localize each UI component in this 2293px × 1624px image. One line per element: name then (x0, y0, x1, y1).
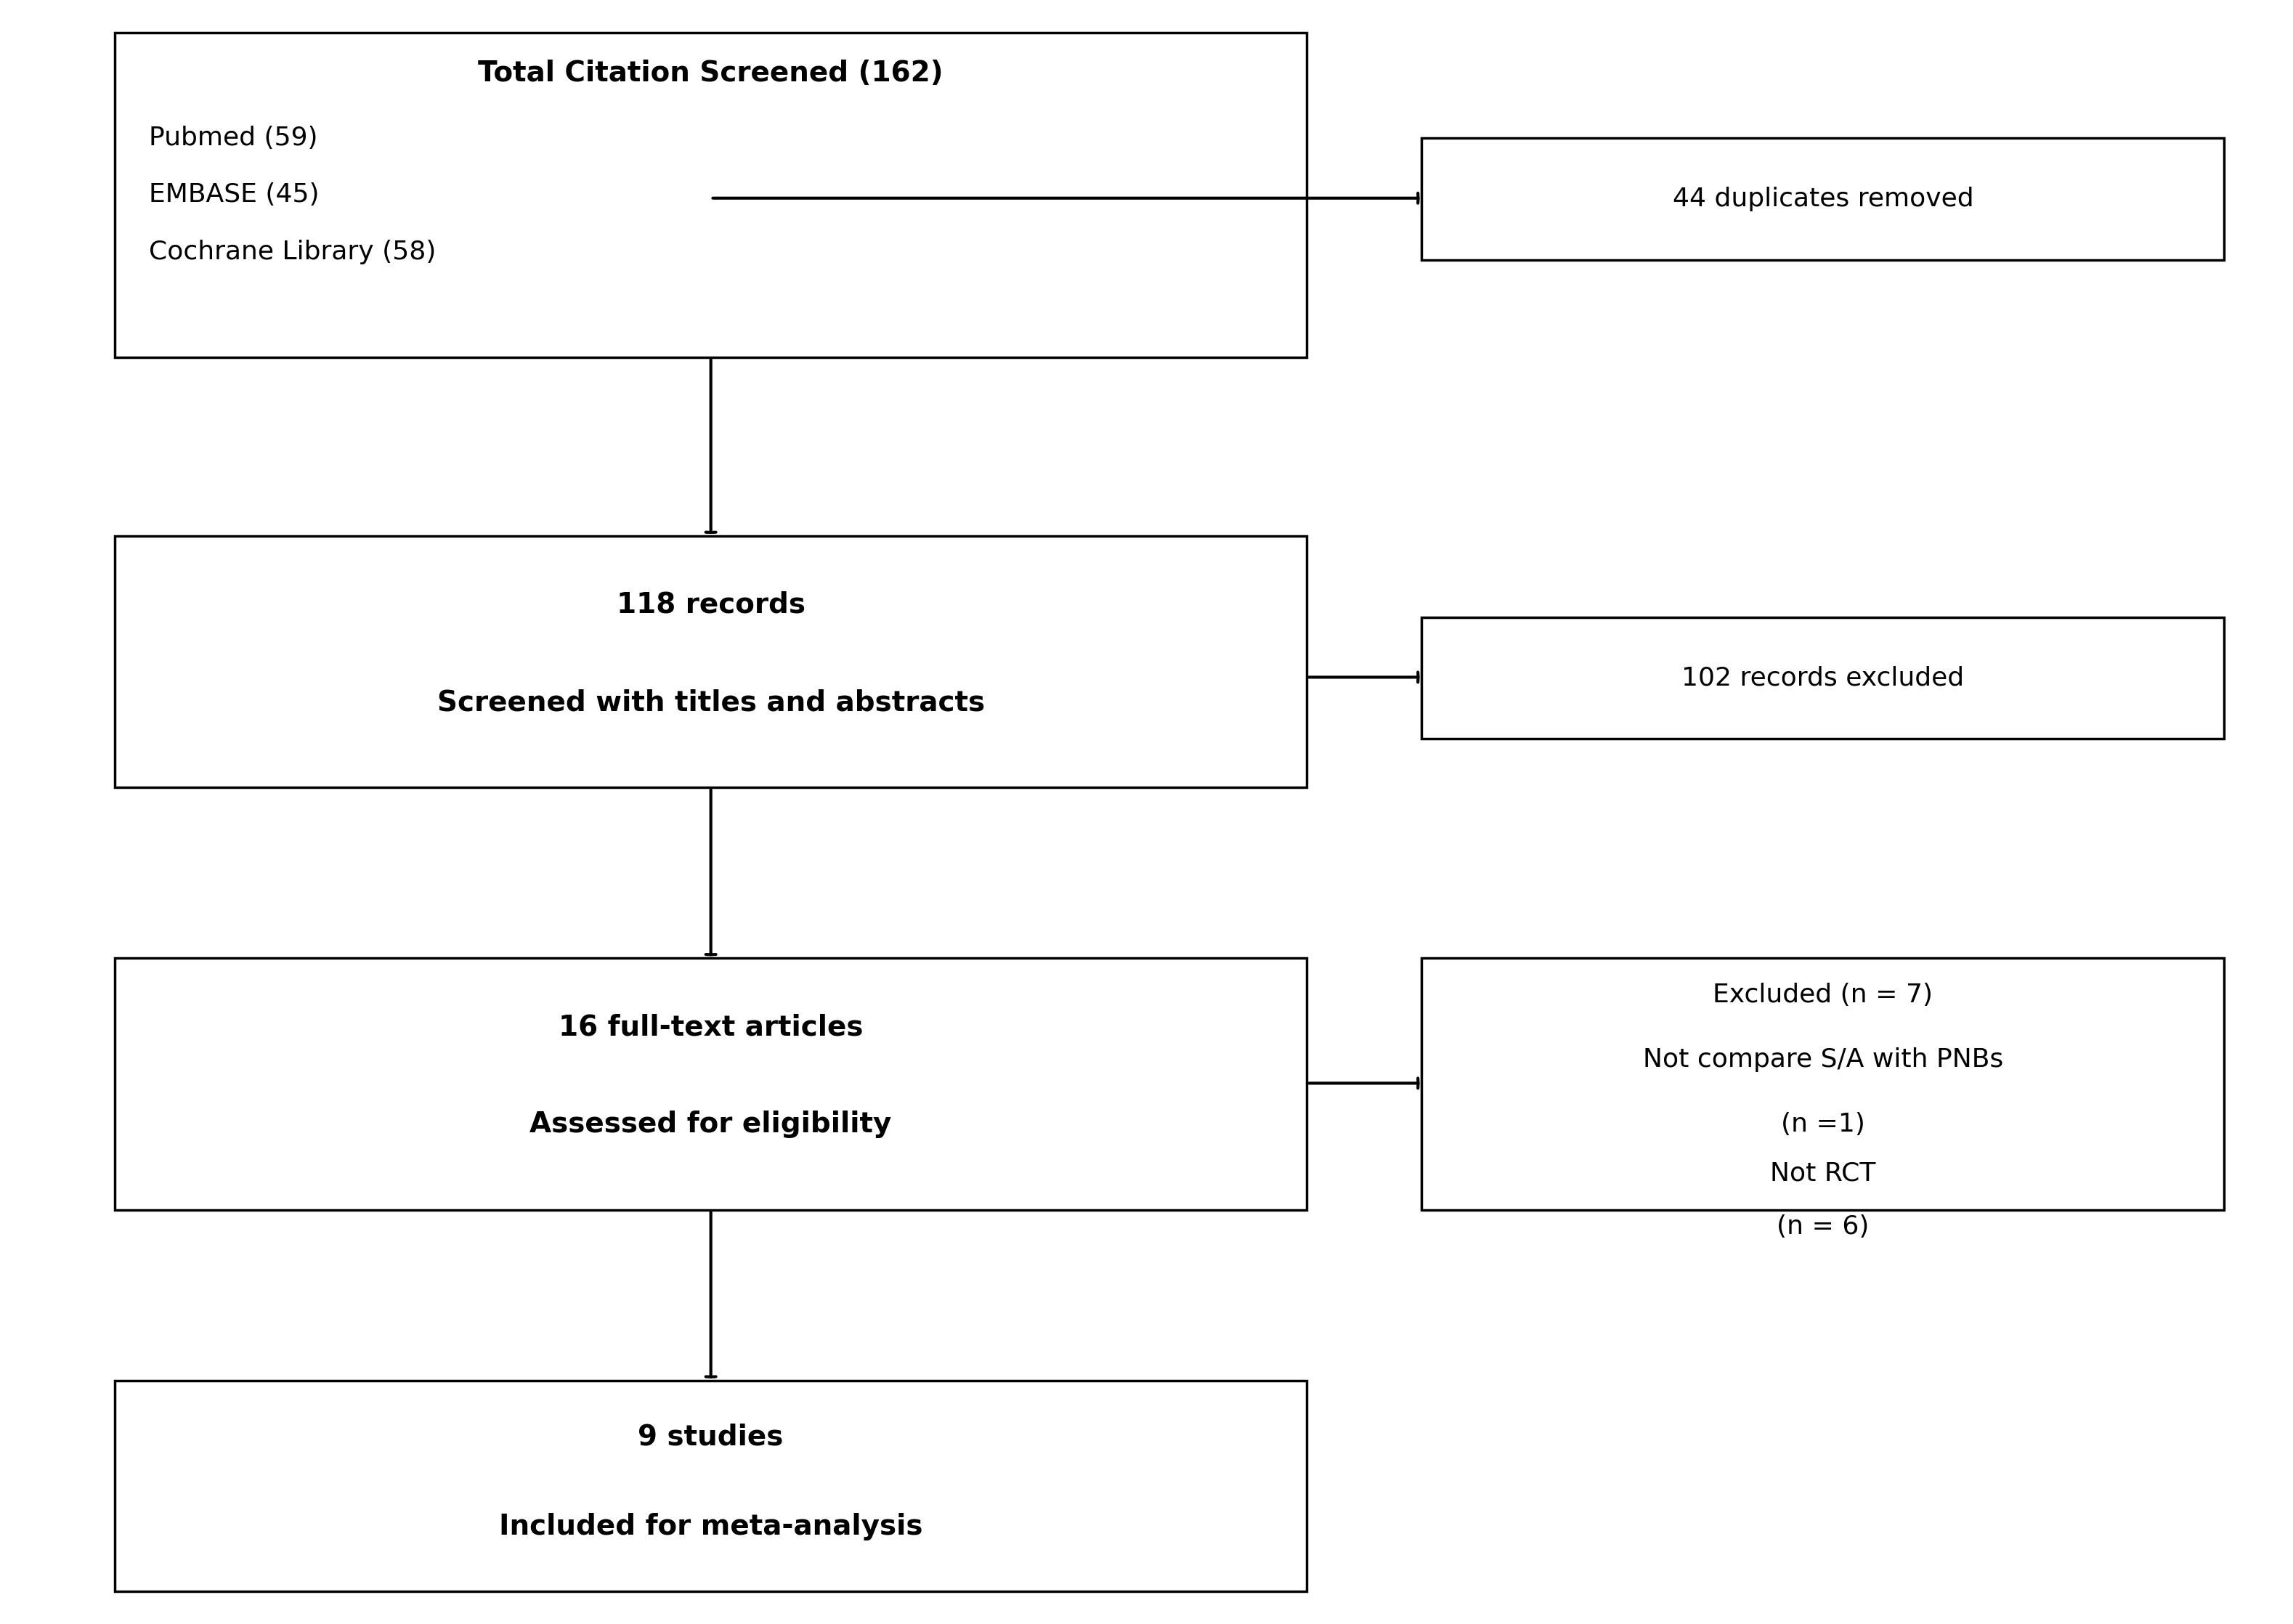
Text: Screened with titles and abstracts: Screened with titles and abstracts (438, 689, 984, 716)
Text: EMBASE (45): EMBASE (45) (149, 182, 319, 208)
FancyBboxPatch shape (1422, 617, 2224, 739)
Text: 44 duplicates removed: 44 duplicates removed (1672, 187, 1974, 211)
Text: 16 full-text articles: 16 full-text articles (559, 1013, 862, 1041)
Text: Total Citation Screened (162): Total Citation Screened (162) (479, 60, 942, 86)
FancyBboxPatch shape (115, 958, 1307, 1210)
Text: 118 records: 118 records (617, 591, 805, 619)
FancyBboxPatch shape (1422, 958, 2224, 1210)
Text: Included for meta-analysis: Included for meta-analysis (500, 1514, 922, 1540)
Text: Not compare S/A with PNBs: Not compare S/A with PNBs (1642, 1047, 2004, 1072)
Text: Assessed for eligibility: Assessed for eligibility (530, 1111, 892, 1138)
FancyBboxPatch shape (1422, 138, 2224, 260)
FancyBboxPatch shape (115, 536, 1307, 788)
Text: 102 records excluded: 102 records excluded (1681, 666, 1965, 690)
Text: Excluded (n = 7): Excluded (n = 7) (1713, 983, 1933, 1007)
FancyBboxPatch shape (115, 1380, 1307, 1592)
Text: Not RCT: Not RCT (1770, 1161, 1876, 1186)
Text: (n = 6): (n = 6) (1777, 1215, 1869, 1239)
FancyBboxPatch shape (115, 32, 1307, 357)
Text: Cochrane Library (58): Cochrane Library (58) (149, 239, 436, 265)
Text: (n =1): (n =1) (1782, 1112, 1864, 1137)
Text: Pubmed (59): Pubmed (59) (149, 125, 319, 151)
Text: 9 studies: 9 studies (637, 1424, 784, 1450)
